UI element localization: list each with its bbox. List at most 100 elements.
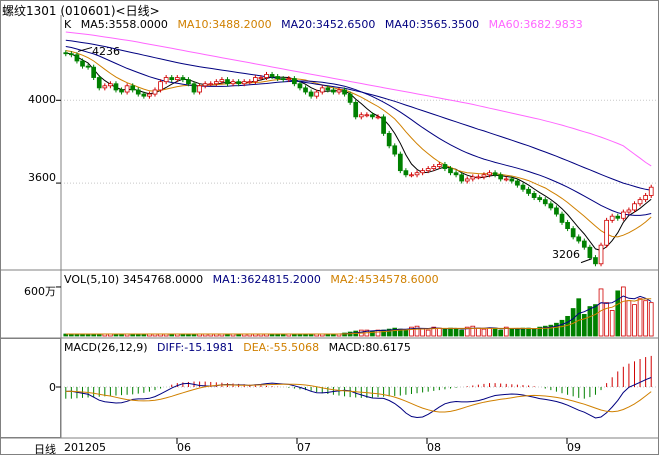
high-pointer — [77, 46, 93, 52]
candle-body — [108, 83, 113, 87]
candle-body — [264, 74, 269, 78]
candle-body — [169, 77, 175, 80]
candle-body — [174, 77, 180, 80]
volume-bar — [420, 328, 425, 337]
candle-body — [219, 79, 225, 83]
macd-ytick-zero: 0 — [49, 381, 56, 394]
candle-body — [604, 219, 609, 246]
volume-bar — [598, 288, 604, 337]
ma-line-ma20 — [65, 46, 652, 216]
legend-ma20: MA20:3452.6500 — [281, 18, 376, 31]
candle-body — [158, 81, 163, 91]
volume-bar — [615, 290, 621, 337]
volume-bar — [559, 319, 565, 337]
volume-bar — [515, 328, 520, 337]
candle-body — [397, 153, 403, 172]
price-low-annotation: 3206 — [552, 248, 580, 261]
volume-bar — [386, 328, 392, 337]
volume-bar — [481, 328, 487, 337]
candle-body — [197, 85, 202, 93]
candle-body — [620, 211, 626, 219]
candle-body — [347, 93, 353, 103]
candle-body — [576, 236, 582, 242]
candle-body — [342, 89, 347, 95]
volume-bar — [476, 327, 481, 337]
legend-ma40: MA40:3565.3500 — [384, 18, 480, 31]
ma-line-ma40 — [65, 39, 652, 191]
volume-bar — [554, 322, 559, 337]
candle-body — [241, 81, 247, 85]
candle-body — [292, 78, 297, 85]
candle-body — [280, 78, 286, 80]
volume-ma2-line — [65, 298, 652, 335]
candle-body — [515, 180, 520, 186]
volume-bar — [453, 328, 459, 337]
candle-body — [236, 81, 241, 85]
volume-bar — [448, 327, 453, 337]
volume-bar — [626, 300, 632, 337]
xtick-08: 08 — [427, 441, 441, 454]
candle-body — [225, 79, 230, 85]
candle-body — [509, 178, 515, 182]
candle-body — [537, 197, 543, 201]
volume-bar — [587, 306, 593, 337]
candle-body — [96, 77, 102, 89]
candle-body — [69, 53, 74, 56]
legend-macd-value: MACD:80.6175 — [328, 341, 411, 354]
candle-body — [626, 209, 632, 213]
volume-bar — [63, 333, 69, 337]
candle-body — [208, 83, 214, 86]
candle-body — [459, 174, 464, 182]
candle-body — [119, 89, 124, 93]
price-ytick-4000: 4000 — [28, 93, 56, 106]
price-ytick-3600: 3600 — [28, 171, 56, 184]
candle-body — [113, 83, 119, 91]
candle-body — [648, 186, 654, 196]
candle-body — [392, 145, 398, 155]
volume-bar — [436, 327, 442, 337]
volume-bar — [392, 327, 398, 337]
legend-diff: DIFF:-15.1981 — [157, 341, 234, 354]
volume-bar — [492, 327, 498, 337]
volume-ytick: 600万 — [24, 285, 56, 298]
candle-body — [286, 78, 292, 80]
candle-body — [336, 89, 342, 93]
candle-body — [464, 178, 470, 182]
candle-body — [526, 188, 531, 194]
candle-body — [581, 240, 587, 248]
candle-body — [531, 193, 537, 198]
candle-body — [303, 87, 308, 93]
volume-bar — [576, 298, 582, 337]
candle-body — [425, 168, 431, 172]
candle-body — [520, 184, 526, 190]
volume-bar — [632, 304, 637, 337]
candle-body — [609, 215, 615, 221]
candle-body — [481, 174, 487, 178]
volume-bar — [520, 327, 526, 337]
candle-body — [247, 81, 253, 84]
candle-body — [63, 52, 69, 55]
candle-body — [431, 166, 437, 169]
candle-body — [230, 81, 236, 85]
volume-bar — [637, 298, 643, 337]
candle-body — [414, 172, 420, 176]
volume-bar — [548, 324, 554, 337]
candle-body — [587, 246, 593, 258]
volume-bar — [425, 329, 431, 337]
legend-ma10: MA10:3488.2000 — [177, 18, 272, 31]
volume-bar — [403, 329, 409, 337]
volume-bar — [470, 325, 476, 337]
candle-body — [637, 199, 643, 205]
candle-body — [152, 89, 158, 95]
legend-vol-ma1: MA1:3624815.2000 — [212, 273, 321, 286]
candle-body — [135, 89, 141, 95]
legend-ma5: MA5:3558.0000 — [80, 18, 168, 31]
volume-bar — [487, 327, 492, 337]
candle-body — [163, 77, 169, 83]
xtick-07: 07 — [297, 441, 311, 454]
candle-body — [554, 207, 559, 215]
candle-body — [598, 244, 604, 265]
candle-body — [442, 164, 448, 169]
legend-k: K — [64, 18, 72, 31]
